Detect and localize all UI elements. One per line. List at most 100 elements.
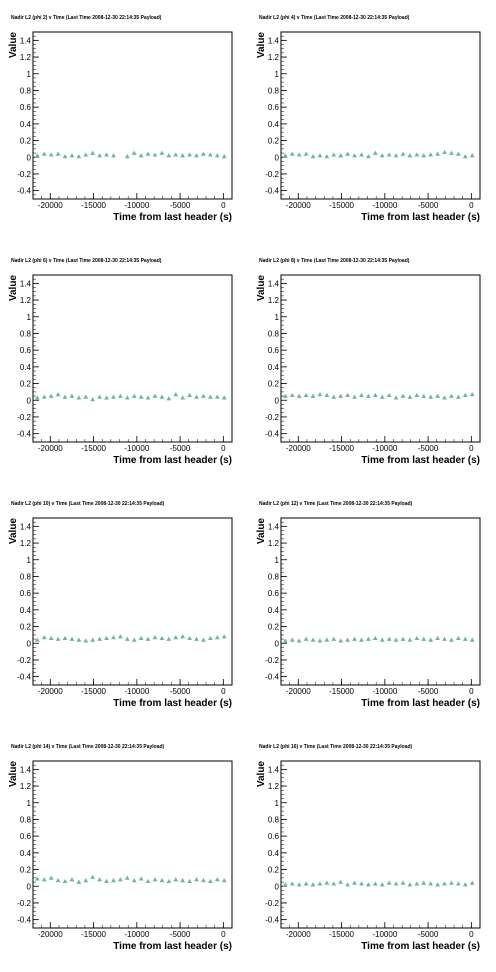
y-tick-label: 0.4 (20, 606, 32, 615)
x-tick-label: -20000 (286, 444, 311, 453)
y-tick-label: 1.4 (20, 765, 32, 774)
data-point (62, 394, 68, 399)
y-tick-label: 1 (27, 556, 32, 565)
y-tick-label: 1.4 (268, 522, 280, 531)
y-tick-label: 0.2 (268, 623, 280, 632)
x-tick-label: -20000 (38, 444, 63, 453)
data-point (104, 635, 109, 641)
y-tick-label: -0.2 (265, 413, 279, 422)
chart-svg: Nadir L2 (phi 12) v Time (Last Time 2008… (256, 501, 481, 709)
y-tick-label: 1.2 (20, 53, 32, 62)
data-point (365, 393, 371, 398)
data-point (359, 392, 364, 398)
data-point (379, 882, 385, 887)
data-point (97, 636, 103, 641)
data-point (317, 392, 323, 397)
data-point (428, 394, 434, 399)
data-point (469, 637, 475, 642)
plot-frame (280, 517, 481, 686)
data-point (379, 637, 385, 642)
data-point (372, 635, 378, 641)
data-point (111, 635, 116, 640)
chart-title: Nadir L2 (phi 14) v Time (Last Time 2008… (11, 744, 165, 750)
data-point (289, 151, 295, 156)
x-axis-label: Time from last header (s) (361, 455, 480, 466)
x-tick-label: -5000 (418, 687, 439, 696)
data-point (352, 153, 357, 158)
data-point (138, 635, 144, 641)
x-tick-label: 0 (221, 687, 226, 696)
x-tick-label: -15000 (81, 201, 106, 210)
data-point (221, 634, 227, 639)
data-point (455, 151, 461, 156)
plot-frame (280, 31, 481, 200)
x-tick-label: 0 (469, 444, 474, 453)
y-axis-label: Value (256, 32, 267, 59)
data-point (414, 152, 420, 157)
data-point (435, 882, 441, 887)
data-point (62, 878, 68, 884)
data-point (338, 393, 344, 398)
data-point (469, 880, 475, 885)
data-point (393, 881, 399, 886)
y-axis-label: Value (8, 32, 19, 59)
y-tick-label: -0.2 (17, 899, 31, 908)
data-point (166, 153, 172, 158)
y-tick-label: 1.2 (20, 782, 32, 791)
data-point (159, 635, 165, 641)
data-point (69, 393, 75, 398)
chart-panel: Nadir L2 (phi 2) v Time (Last Time 2008-… (0, 0, 248, 243)
data-point (124, 154, 130, 159)
data-point (455, 394, 461, 399)
data-point (214, 635, 220, 640)
y-tick-label: 0.6 (20, 346, 32, 355)
data-point (131, 150, 137, 155)
y-tick-label: 1.2 (268, 296, 280, 305)
data-point (69, 877, 75, 882)
data-point (41, 877, 47, 882)
chart-title: Nadir L2 (phi 16) v Time (Last Time 2008… (259, 744, 413, 750)
x-tick-label: -15000 (81, 687, 106, 696)
x-tick-label: -15000 (329, 201, 354, 210)
y-tick-label: 0.2 (20, 380, 32, 389)
data-point (372, 392, 378, 398)
y-tick-label: -0.4 (265, 430, 279, 439)
data-point (310, 393, 316, 398)
y-tick-label: 1.2 (268, 53, 280, 62)
data-point (97, 153, 103, 158)
y-tick-label: 0 (27, 153, 32, 162)
y-tick-label: 0.4 (268, 606, 280, 615)
y-tick-label: 0 (275, 882, 280, 891)
y-tick-label: 0 (27, 396, 32, 405)
data-point (407, 153, 413, 158)
data-point (386, 152, 392, 157)
y-tick-label: 0.8 (268, 815, 280, 824)
data-point (345, 392, 351, 398)
data-point (455, 881, 461, 886)
data-point (104, 152, 109, 157)
x-tick-label: -5000 (418, 930, 439, 939)
chart-svg: Nadir L2 (phi 6) v Time (Last Time 2008-… (8, 258, 233, 466)
data-point (97, 877, 103, 882)
data-point (138, 153, 144, 158)
data-point (48, 393, 54, 398)
data-point (111, 153, 116, 158)
data-point (338, 638, 344, 643)
data-point (303, 636, 309, 641)
data-point (359, 881, 364, 886)
data-point (41, 394, 47, 399)
y-tick-label: 0.2 (20, 623, 32, 632)
data-point (421, 393, 427, 398)
data-point (282, 882, 288, 887)
data-point (152, 393, 158, 398)
y-axis-label: Value (256, 275, 267, 302)
chart-title: Nadir L2 (phi 2) v Time (Last Time 2008-… (11, 15, 162, 21)
plot-frame (280, 760, 481, 929)
data-point (282, 393, 288, 398)
y-tick-label: -0.4 (265, 673, 279, 682)
x-axis-label: Time from last header (s) (113, 212, 232, 223)
chart-panel: Nadir L2 (phi 12) v Time (Last Time 2008… (248, 486, 496, 729)
plot-frame (280, 274, 481, 443)
y-tick-label: 1.4 (20, 279, 32, 288)
data-point (214, 153, 220, 158)
